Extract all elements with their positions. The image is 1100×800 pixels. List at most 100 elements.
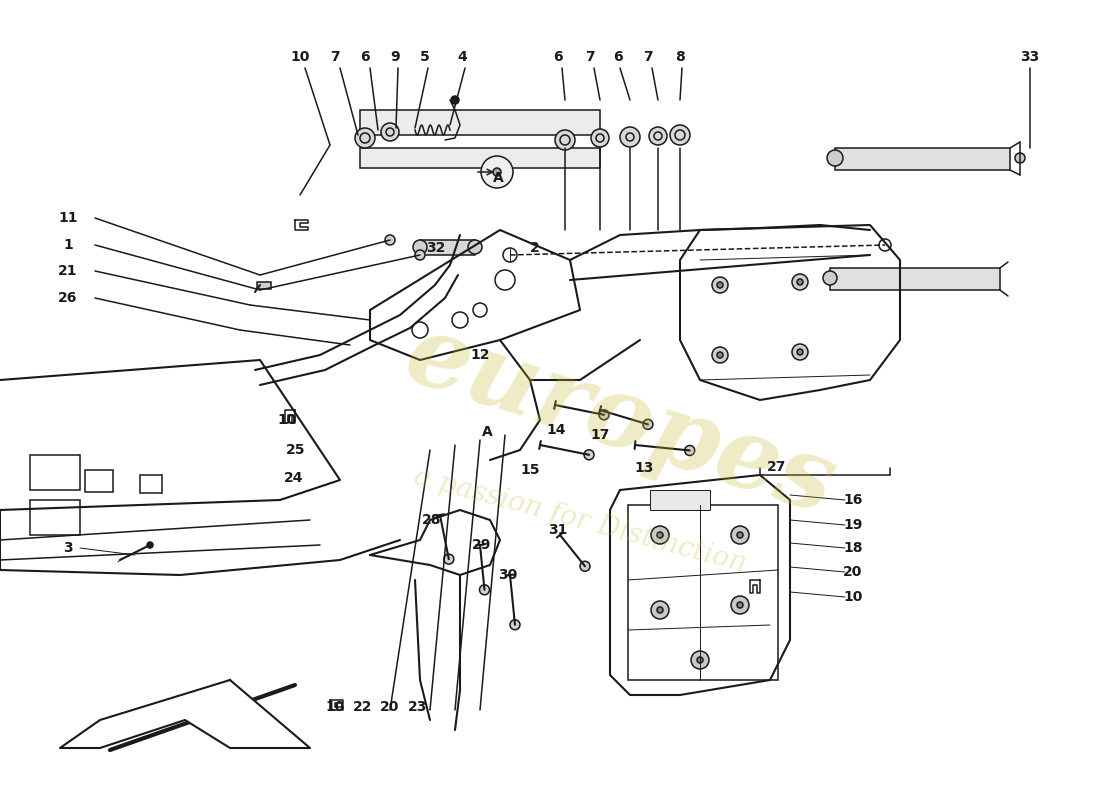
Text: 12: 12 xyxy=(471,348,490,362)
Circle shape xyxy=(827,150,843,166)
Circle shape xyxy=(684,446,695,455)
Circle shape xyxy=(468,240,482,254)
Circle shape xyxy=(651,526,669,544)
Circle shape xyxy=(697,657,703,663)
Polygon shape xyxy=(60,680,310,748)
Text: 22: 22 xyxy=(353,700,373,714)
Bar xyxy=(628,505,778,680)
Circle shape xyxy=(651,601,669,619)
Text: 21: 21 xyxy=(58,264,78,278)
Bar xyxy=(830,268,1000,290)
Text: 20: 20 xyxy=(381,700,399,714)
Circle shape xyxy=(381,123,399,141)
Circle shape xyxy=(580,562,590,571)
Bar xyxy=(360,148,600,168)
Text: 9: 9 xyxy=(390,50,399,64)
Circle shape xyxy=(415,250,425,260)
Circle shape xyxy=(798,279,803,285)
Text: 1: 1 xyxy=(63,238,73,252)
Text: 6: 6 xyxy=(360,50,370,64)
Bar xyxy=(30,500,80,535)
Circle shape xyxy=(732,526,749,544)
Text: 20: 20 xyxy=(844,565,862,579)
Text: 5: 5 xyxy=(420,50,430,64)
Text: a passion for Distinction: a passion for Distinction xyxy=(410,462,749,578)
Text: 16: 16 xyxy=(844,493,862,507)
Circle shape xyxy=(147,542,153,548)
Text: 23: 23 xyxy=(408,700,428,714)
Circle shape xyxy=(584,450,594,460)
Text: 26: 26 xyxy=(58,291,78,305)
Bar xyxy=(360,110,600,135)
Text: 30: 30 xyxy=(498,568,518,582)
Circle shape xyxy=(691,651,710,669)
Circle shape xyxy=(443,554,454,564)
Circle shape xyxy=(412,240,427,254)
Text: A: A xyxy=(482,425,493,439)
Text: 18: 18 xyxy=(844,541,862,555)
Text: 10: 10 xyxy=(290,50,310,64)
Text: europes: europes xyxy=(393,306,847,534)
Text: 10: 10 xyxy=(326,700,344,714)
Circle shape xyxy=(737,602,742,608)
Text: 10: 10 xyxy=(844,590,862,604)
Circle shape xyxy=(385,235,395,245)
Circle shape xyxy=(451,96,459,104)
Circle shape xyxy=(556,130,575,150)
Circle shape xyxy=(649,127,667,145)
Text: 11: 11 xyxy=(58,211,78,225)
Text: 14: 14 xyxy=(547,423,565,437)
Circle shape xyxy=(510,620,520,630)
Circle shape xyxy=(737,532,742,538)
Text: 13: 13 xyxy=(635,461,653,475)
Text: 15: 15 xyxy=(520,463,540,477)
Circle shape xyxy=(717,352,723,358)
Circle shape xyxy=(670,125,690,145)
Text: 7: 7 xyxy=(330,50,340,64)
Circle shape xyxy=(493,168,500,176)
Bar xyxy=(650,490,710,510)
Bar xyxy=(85,470,113,492)
Text: 24: 24 xyxy=(284,471,304,485)
Circle shape xyxy=(732,596,749,614)
Circle shape xyxy=(712,347,728,363)
Text: 28: 28 xyxy=(422,513,442,527)
Circle shape xyxy=(792,344,808,360)
Bar xyxy=(30,455,80,490)
Text: 10: 10 xyxy=(277,413,297,427)
Text: 32: 32 xyxy=(427,241,446,255)
Bar xyxy=(420,240,475,255)
Text: 19: 19 xyxy=(844,518,862,532)
Text: 6: 6 xyxy=(553,50,563,64)
Text: 2: 2 xyxy=(530,241,540,255)
Text: A: A xyxy=(493,171,504,185)
Circle shape xyxy=(792,274,808,290)
Text: 25: 25 xyxy=(286,443,306,457)
Text: 4: 4 xyxy=(458,50,466,64)
Circle shape xyxy=(480,585,490,594)
Text: 8: 8 xyxy=(675,50,685,64)
Text: 31: 31 xyxy=(548,523,568,537)
Circle shape xyxy=(481,156,513,188)
Text: 6: 6 xyxy=(613,50,623,64)
Text: 27: 27 xyxy=(768,460,786,474)
Text: 7: 7 xyxy=(585,50,595,64)
Text: 29: 29 xyxy=(472,538,492,552)
Text: 33: 33 xyxy=(1021,50,1040,64)
Circle shape xyxy=(620,127,640,147)
Circle shape xyxy=(591,129,609,147)
Circle shape xyxy=(600,410,609,420)
Text: 3: 3 xyxy=(63,541,73,555)
Circle shape xyxy=(642,419,653,430)
Bar xyxy=(257,282,271,289)
Text: 7: 7 xyxy=(644,50,652,64)
Circle shape xyxy=(355,128,375,148)
Circle shape xyxy=(798,349,803,355)
Text: 17: 17 xyxy=(591,428,609,442)
Circle shape xyxy=(717,282,723,288)
Circle shape xyxy=(712,277,728,293)
Circle shape xyxy=(823,271,837,285)
Circle shape xyxy=(657,607,663,613)
Circle shape xyxy=(1015,153,1025,163)
Bar xyxy=(835,148,1010,170)
